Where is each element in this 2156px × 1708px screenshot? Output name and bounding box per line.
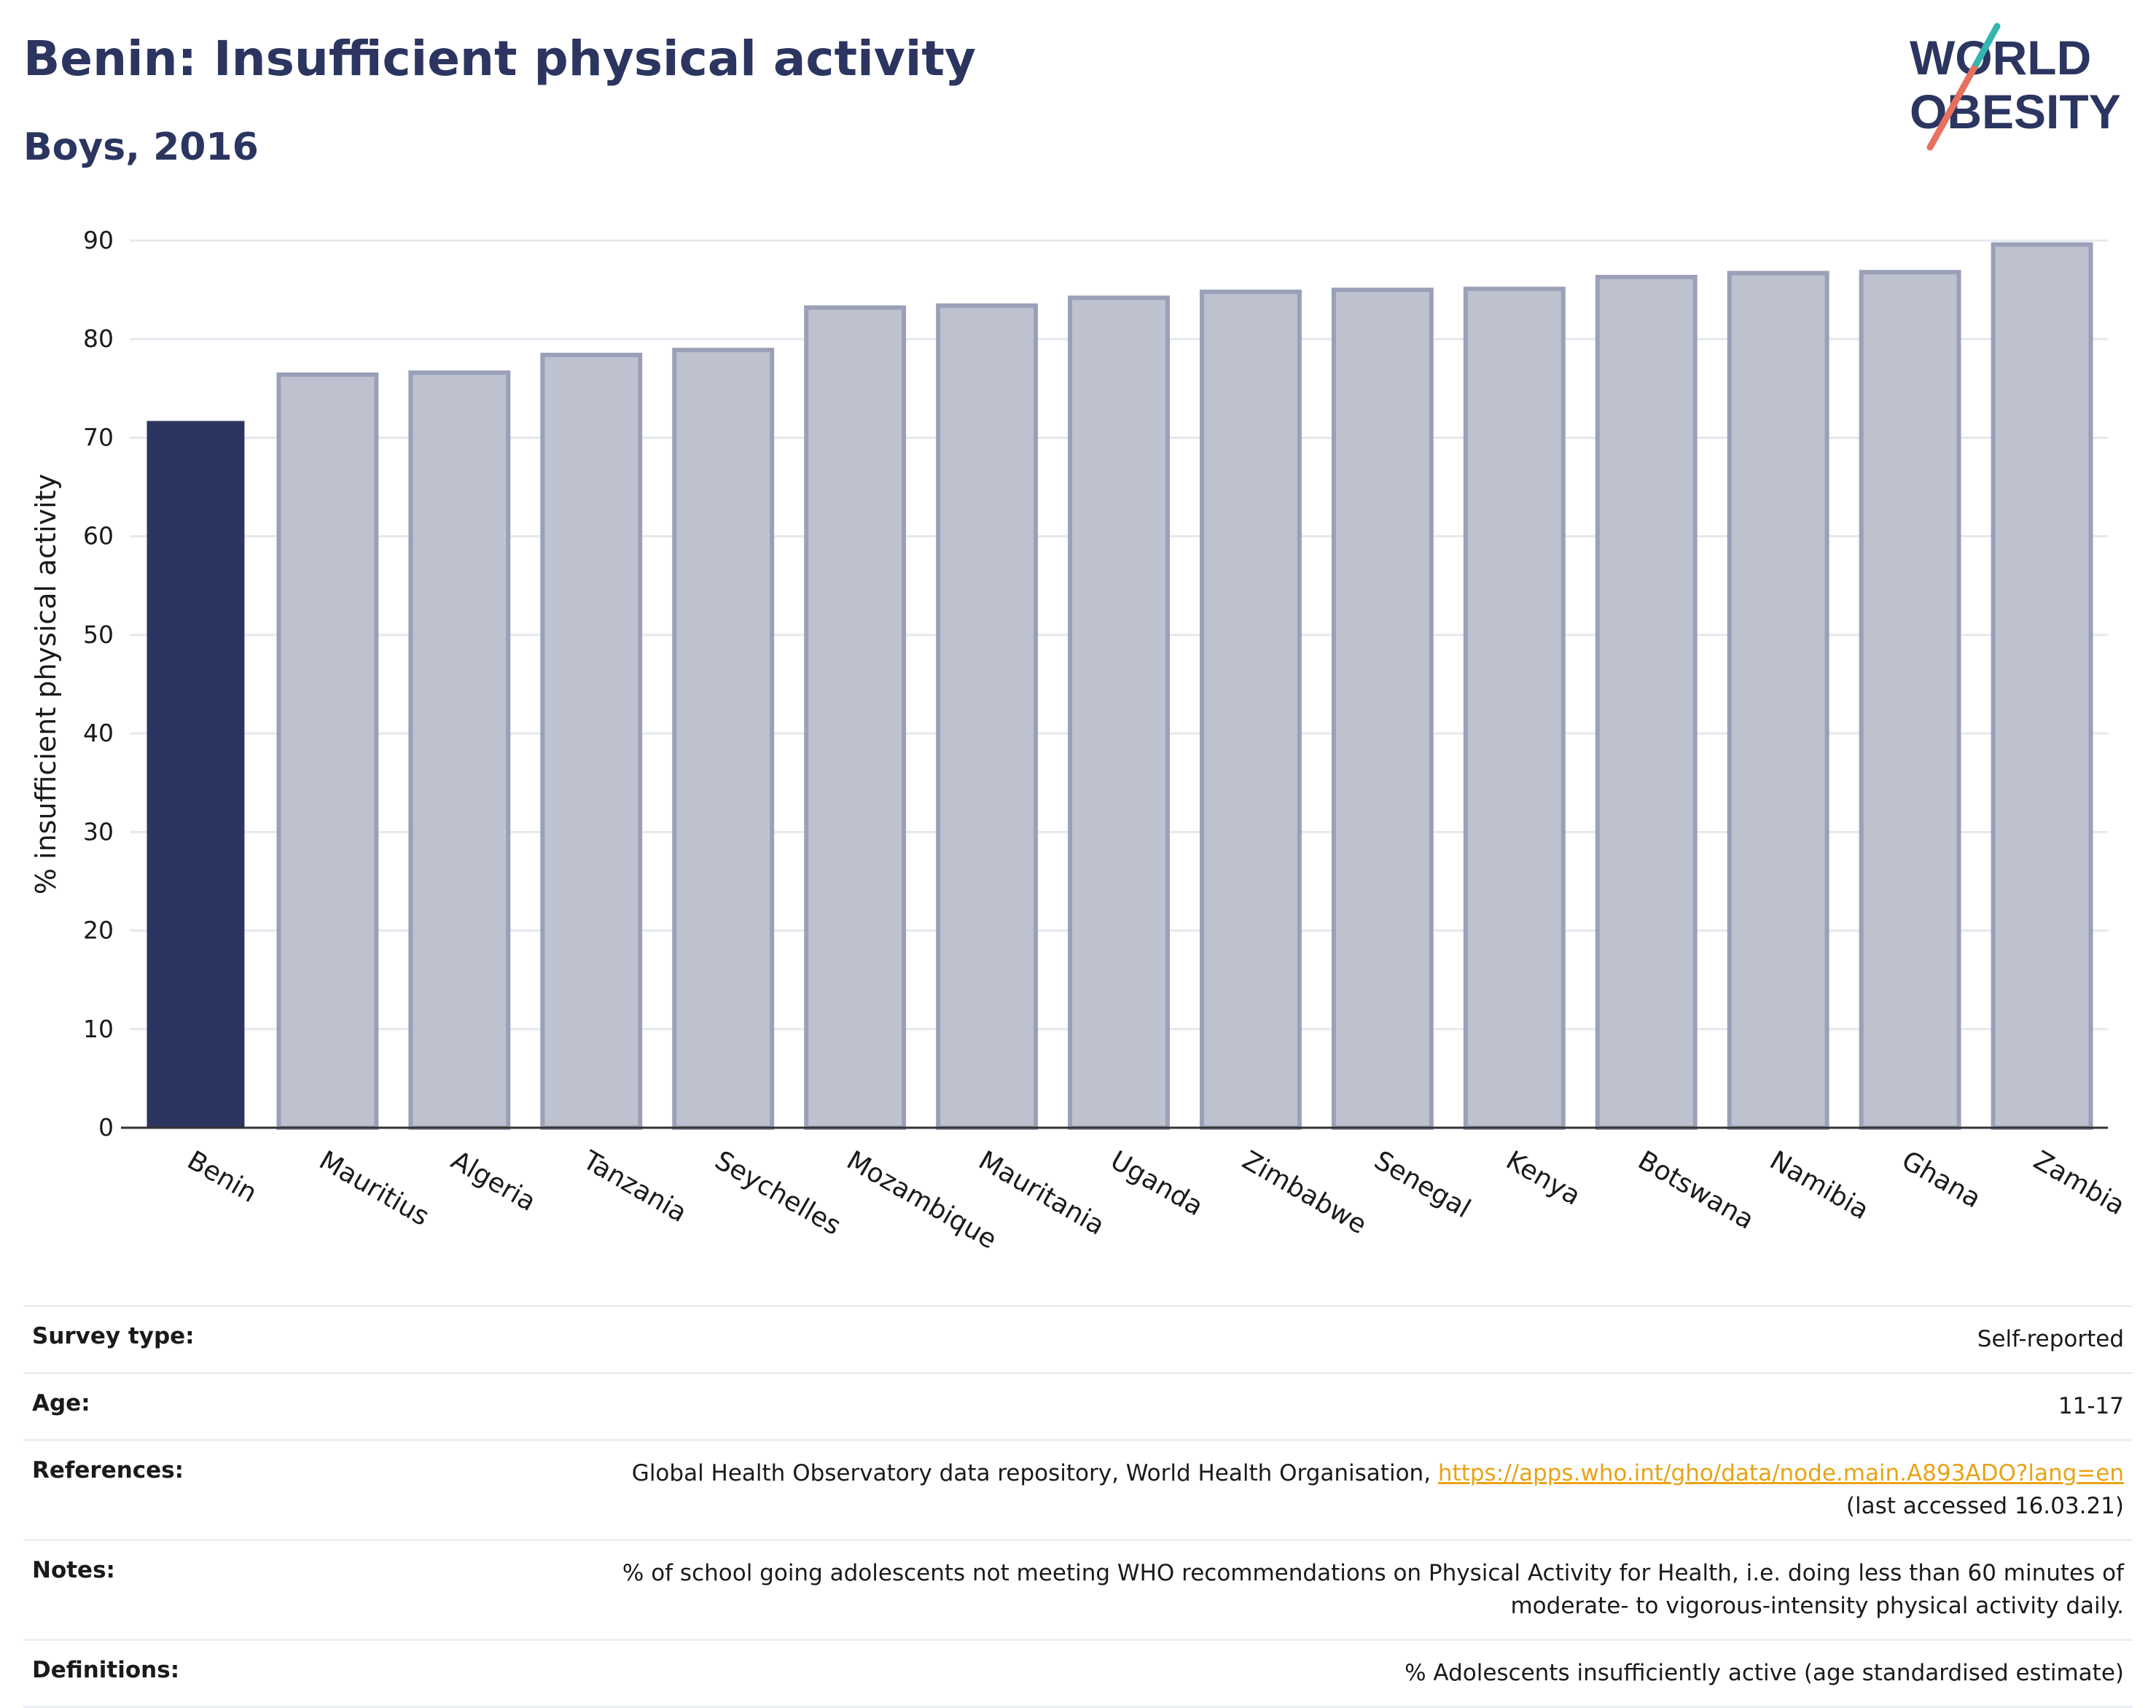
- chart-subtitle: Boys, 2016: [23, 125, 259, 169]
- y-tick-label: 20: [83, 916, 114, 945]
- bar-zambia: [1991, 242, 2093, 1130]
- bar-mozambique: [804, 305, 907, 1130]
- bar-namibia: [1727, 270, 1829, 1131]
- info-value: 11-17: [2058, 1392, 2124, 1419]
- reference-accessed: (last accessed 16.03.21): [1846, 1492, 2124, 1519]
- bar-kenya: [1463, 286, 1566, 1130]
- x-tick-label: Zimbabwe: [1237, 1145, 1371, 1240]
- bar-senegal: [1331, 287, 1434, 1131]
- info-label: Age:: [32, 1389, 90, 1416]
- logo-slash-teal: [1970, 23, 2001, 72]
- info-label: Survey type:: [32, 1323, 195, 1349]
- y-tick-label: 50: [83, 620, 114, 649]
- bar-algeria: [408, 370, 511, 1131]
- x-tick-label: Mauritius: [314, 1145, 434, 1232]
- bar-chart: 0 10 20 30 40 50 60 70 80 90 % insufficient physic…: [30, 226, 2130, 1255]
- y-tick-label: 40: [83, 719, 114, 747]
- bar-seychelles: [672, 348, 775, 1130]
- reference-link[interactable]: https://apps.who.int/gho/data/node.main.…: [1437, 1459, 2124, 1486]
- y-tick-label: 60: [83, 522, 114, 550]
- info-value: % Adolescents insufficiently active (age…: [1405, 1659, 2124, 1686]
- y-tick-label: 10: [83, 1015, 114, 1043]
- bar-mauritania: [936, 303, 1039, 1130]
- logo-slash-coral: [1926, 65, 1977, 151]
- bar-mauritius: [276, 372, 379, 1130]
- info-row-age: Age: 11-17: [23, 1371, 2133, 1439]
- bar-uganda: [1068, 295, 1170, 1131]
- bar-benin: [147, 421, 245, 1128]
- info-label: References:: [32, 1457, 184, 1483]
- info-value: Self-reported: [1977, 1326, 2124, 1352]
- x-tick-label: Botswana: [1633, 1145, 1759, 1235]
- x-tick-label: Tanzania: [577, 1145, 692, 1228]
- info-row-notes: Notes: % of school going adolescents not…: [23, 1538, 2133, 1639]
- x-tick-label: Mozambique: [842, 1145, 1001, 1255]
- x-tick-label: Senegal: [1369, 1145, 1475, 1224]
- world-obesity-logo[interactable]: WORLD OBESITY: [1895, 22, 2136, 160]
- info-value: Global Health Observatory data repositor…: [632, 1457, 2124, 1523]
- info-value: % of school going adolescents not meetin…: [622, 1559, 2124, 1619]
- x-tick-label: Kenya: [1501, 1145, 1585, 1212]
- bar-tanzania: [540, 352, 643, 1130]
- logo-line1: WORLD: [1910, 31, 2091, 85]
- reference-text: Global Health Observatory data repositor…: [631, 1459, 1438, 1486]
- bar-zimbabwe: [1199, 289, 1302, 1130]
- info-table: Survey type: Self-reported Age: 11-17 Re…: [23, 1305, 2133, 1708]
- x-tick-label: Algeria: [446, 1145, 541, 1217]
- info-label: Definitions:: [32, 1656, 180, 1683]
- y-tick-label: 30: [83, 817, 114, 846]
- y-tick-label: 0: [98, 1113, 114, 1142]
- bar-ghana: [1859, 270, 1961, 1130]
- y-axis-title: % insufficient physical activity: [30, 474, 62, 894]
- chart-title: Benin: Insufficient physical activity: [23, 31, 976, 87]
- x-tick-label: Namibia: [1765, 1145, 1874, 1225]
- x-tick-label: Seychelles: [710, 1145, 846, 1241]
- y-tick-label: 70: [83, 423, 114, 451]
- x-tick-label: Benin: [182, 1145, 262, 1209]
- x-tick-label: Uganda: [1106, 1145, 1208, 1222]
- info-row-references: References: Global Health Observatory da…: [23, 1438, 2133, 1539]
- y-tick-label: 90: [83, 226, 114, 254]
- x-tick-label: Ghana: [1897, 1145, 1985, 1214]
- info-row-survey-type: Survey type: Self-reported: [23, 1305, 2133, 1372]
- bar-botswana: [1595, 275, 1698, 1130]
- y-tick-label: 80: [83, 324, 114, 353]
- x-tick-label: Zambia: [2028, 1145, 2130, 1221]
- info-row-definitions: Definitions: % Adolescents insufficientl…: [23, 1638, 2133, 1708]
- info-label: Notes:: [32, 1556, 115, 1583]
- logo-line2: OBESITY: [1910, 85, 2121, 139]
